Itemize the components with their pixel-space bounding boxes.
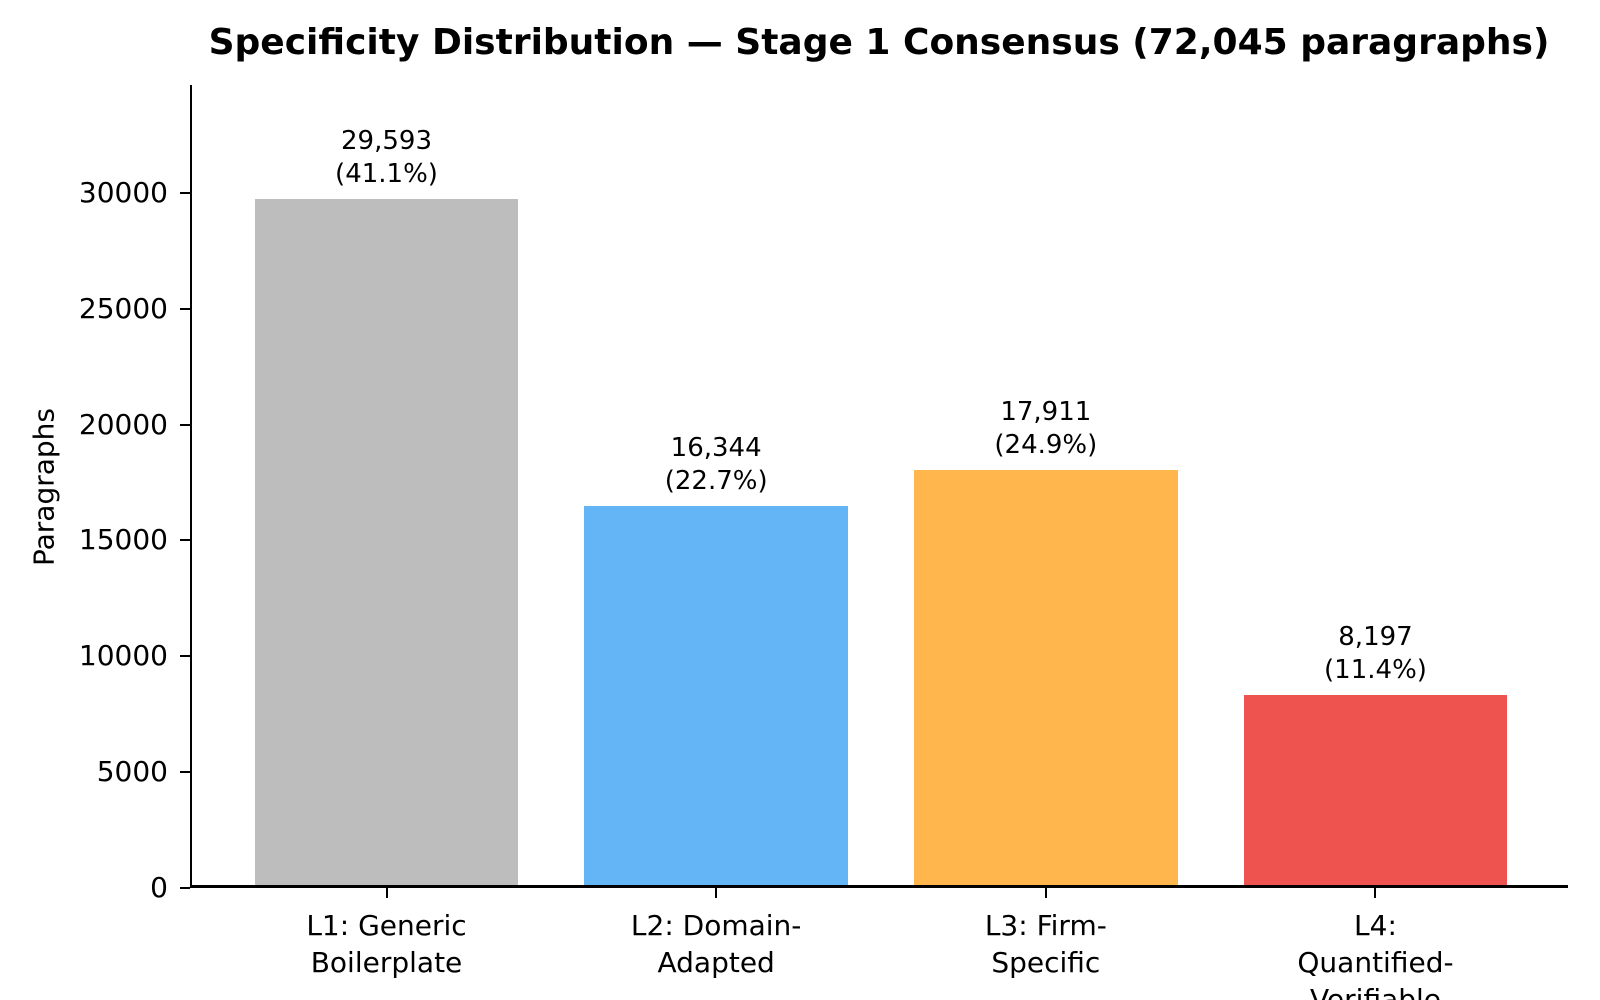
y-tick-mark: [180, 539, 190, 542]
x-tick-label: L2: Domain- Adapted: [630, 909, 802, 979]
bar-value-label: 29,593 (41.1%): [335, 126, 438, 190]
y-tick-mark: [180, 191, 190, 194]
bar: [584, 506, 849, 885]
x-tick-mark: [385, 888, 388, 898]
y-tick-mark: [180, 771, 190, 774]
bar: [1243, 695, 1508, 885]
x-tick-label: L1: Generic Boilerplate: [306, 909, 467, 979]
plot-area: 0 5000 10000 15000 20000 25000 30000 29,593 (4…: [79, 85, 1568, 1000]
chart-title: Specificity Distribution — Stage 1 Conse…: [208, 22, 1550, 63]
y-tick-mark: [180, 307, 190, 310]
y-tick-label: 20000: [78, 407, 168, 441]
x-tick-mark: [715, 888, 718, 898]
y-tick-mark: [180, 423, 190, 426]
y-tick-mark: [180, 887, 190, 889]
x-tick-mark: [1044, 888, 1047, 898]
y-tick-label: 15000: [78, 523, 168, 557]
y-tick-label: 5000: [96, 755, 168, 789]
y-tick-label: 25000: [78, 291, 168, 325]
bar-value-label: 16,344 (22.7%): [664, 433, 768, 497]
x-tick-label: L3: Firm- Specific: [984, 909, 1107, 979]
bar-value-label: 8,197 (11.4%): [1324, 622, 1427, 686]
x-tick-mark: [1374, 888, 1377, 898]
y-axis-label: Paragraphs: [27, 407, 61, 567]
bar-value-label: 17,911 (24.9%): [994, 396, 1098, 460]
y-tick-label: 0: [150, 871, 168, 904]
bar: [913, 469, 1178, 885]
x-tick-label: L4: Quantified- Verifiable: [1297, 909, 1454, 1000]
y-tick-label: 10000: [78, 639, 168, 673]
bar: [254, 199, 519, 885]
y-tick-mark: [180, 655, 190, 658]
y-tick-label: 30000: [78, 175, 168, 209]
